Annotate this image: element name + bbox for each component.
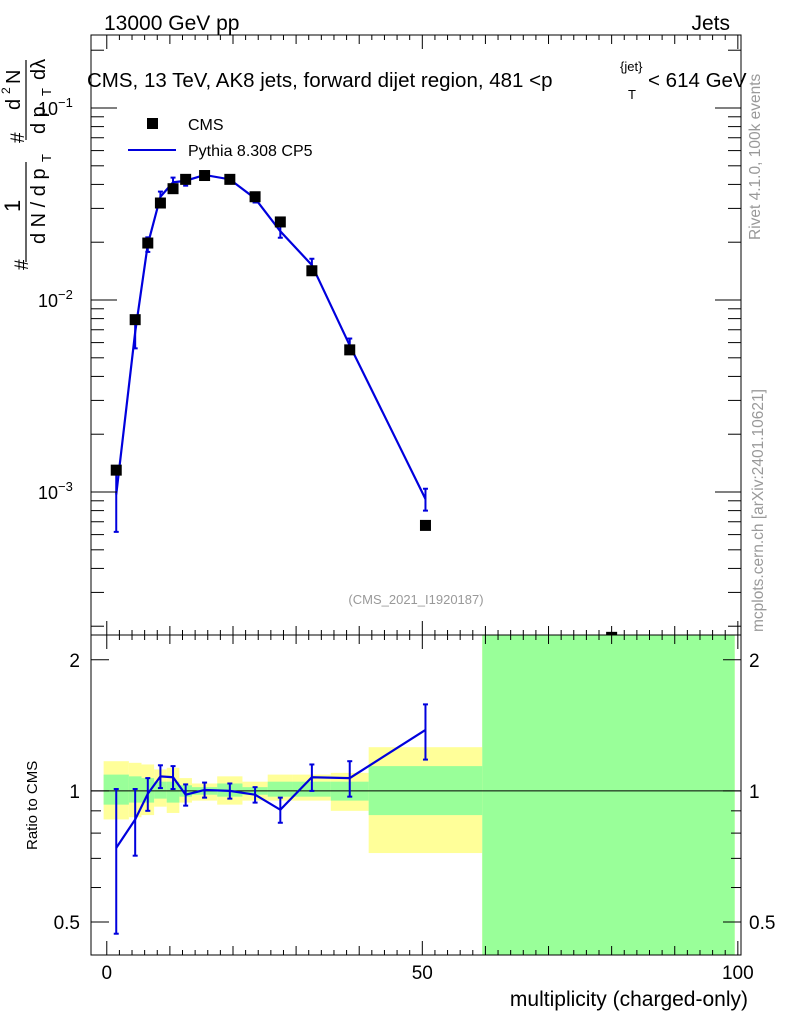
ylabel-dp: d p	[28, 106, 50, 134]
data-point	[167, 183, 179, 195]
ratio-y-tick-label-left: 1	[69, 782, 80, 803]
ratio-panel: 0.5 0.5 1 1 2 2 0 50 100 Ratio to CMS multiplici…	[24, 634, 776, 1011]
ratio-line	[115, 729, 427, 849]
data-point	[180, 173, 192, 185]
data-point	[306, 265, 318, 277]
ratio-y-tick-label-right: 2	[749, 651, 760, 672]
main-axis-ticks	[91, 35, 741, 635]
data-point	[419, 519, 431, 531]
ylabel-n: N	[3, 70, 25, 84]
data-point	[129, 314, 141, 326]
y-tick-label-exponent: −2	[58, 287, 73, 302]
chart-title: CMS, 13 TeV, AK8 jets, forward dijet reg…	[87, 69, 553, 92]
band-stat-uncertainty	[482, 635, 735, 955]
band-stat-uncertainty	[267, 781, 293, 797]
ratio-frame	[90, 634, 742, 956]
ylabel-d: d	[3, 99, 25, 110]
ratio-y-tick-label-right: 1	[749, 782, 760, 803]
legend-marker-cms	[147, 118, 158, 129]
data-point	[224, 173, 236, 185]
main-panel: 10−110−210−3 CMS, 13 TeV, AK8 jets, forw…	[0, 34, 747, 643]
y-tick-label-base: 10	[38, 291, 58, 311]
header-energy: 13000 GeV pp	[104, 12, 239, 35]
band-stat-uncertainty	[154, 781, 167, 799]
analysis-watermark: (CMS_2021_I1920187)	[348, 592, 483, 607]
chart-title-tail: < 614 GeV	[648, 69, 747, 92]
mcplots-credit: mcplots.cern.ch [arXiv:2401.10621]	[750, 389, 767, 632]
data-point	[344, 344, 356, 356]
y-tick-label-base: 10	[38, 483, 58, 503]
ylabel-denominator: d N / d p	[28, 168, 50, 244]
y-tick-label-base: 10	[38, 99, 58, 119]
legend-label-pythia: Pythia 8.308 CP5	[188, 143, 313, 160]
y-tick-label: 10−3	[38, 479, 73, 503]
ylabel-dp-sub: T	[39, 88, 54, 96]
y-tick-label: 10−2	[38, 287, 73, 311]
x-tick-label: 0	[101, 963, 112, 984]
y-axis-label: # 1 d N / d p T # d p T d N 2 dλ	[0, 59, 54, 270]
ratio-axis-ticks	[91, 635, 741, 955]
ratio-tick-labels: 0.5 0.5 1 1 2 2 0 50 100	[54, 651, 776, 984]
data-point	[154, 197, 166, 209]
chart-title-main: CMS, 13 TeV, AK8 jets, forward dijet reg…	[87, 69, 553, 92]
ratio-y-axis-label: Ratio to CMS	[24, 761, 41, 850]
y-tick-label-exponent: −1	[58, 95, 73, 110]
ylabel-hash-1: #	[12, 259, 33, 270]
chart-title-superscript: {jet}	[620, 59, 643, 74]
y-tick-label-exponent: −3	[58, 479, 73, 494]
ylabel-n-sup: 2	[0, 87, 13, 94]
data-point	[249, 191, 261, 203]
data-point	[110, 464, 122, 476]
y-tick-label: 10−1	[38, 95, 73, 119]
main-y-tick-labels: 10−110−210−3	[38, 95, 73, 503]
x-axis-label: multiplicity (charged-only)	[510, 988, 748, 1011]
ratio-y-tick-label-right: 0.5	[749, 913, 775, 934]
chart-title-subscript: T	[628, 87, 636, 102]
ylabel-dlambda: dλ	[28, 59, 50, 80]
mc-line	[115, 173, 427, 500]
data-point	[274, 216, 286, 228]
ylabel-denominator-sub: T	[39, 154, 54, 162]
data-point	[142, 237, 154, 249]
data-point	[199, 170, 211, 182]
x-tick-label: 50	[412, 963, 433, 984]
ratio-plot-content	[91, 635, 741, 955]
ratio-y-tick-label-left: 2	[69, 651, 80, 672]
ratio-y-tick-label-left: 0.5	[54, 913, 80, 934]
ylabel-one: 1	[0, 200, 25, 212]
legend: CMS Pythia 8.308 CP5	[128, 117, 313, 160]
x-tick-label: 100	[722, 963, 754, 984]
rivet-version: Rivet 4.1.0, 100k events	[747, 73, 764, 240]
band-stat-uncertainty	[166, 781, 180, 803]
header-process: Jets	[691, 12, 730, 35]
main-plot-content	[110, 170, 618, 643]
ylabel-hash-2: #	[8, 132, 29, 143]
legend-label-cms: CMS	[188, 117, 224, 134]
